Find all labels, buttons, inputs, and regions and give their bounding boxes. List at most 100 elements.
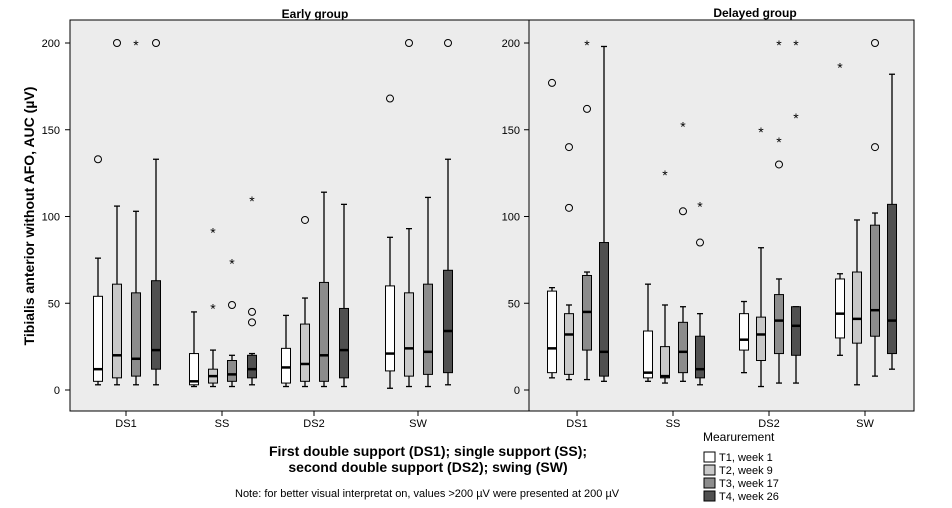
- legend-swatch: [703, 490, 716, 502]
- footnote: Note: for better visual interpretat on, …: [235, 488, 620, 500]
- box: [660, 346, 670, 379]
- box: [339, 307, 349, 379]
- box: [791, 306, 801, 356]
- extreme-point: *: [210, 301, 216, 317]
- legend-title: Mearurement: [703, 430, 775, 444]
- y-axis-label: Tibialis anterior without AFO, AUC (µV): [21, 87, 37, 346]
- extreme-point: *: [793, 37, 799, 53]
- box: [385, 285, 395, 372]
- box: [131, 292, 141, 377]
- outlier-point: [565, 203, 573, 212]
- box: [835, 278, 845, 339]
- y-tick-label: 50: [48, 298, 60, 310]
- box: [774, 294, 784, 355]
- panel-title-early: Early group: [282, 7, 349, 21]
- outlier-point: [775, 160, 783, 169]
- extreme-point: *: [776, 37, 782, 53]
- x-tick-label: DS1: [115, 418, 136, 430]
- outlier-point: [565, 143, 573, 152]
- box: [423, 283, 433, 375]
- y-tick-label: 0: [514, 385, 520, 397]
- plot-area: [69, 19, 562, 412]
- extreme-point: *: [662, 167, 668, 183]
- y-tick-label: 0: [54, 385, 60, 397]
- outlier-point: [301, 215, 309, 224]
- y-tick-label: 200: [42, 38, 60, 50]
- box: [319, 281, 329, 382]
- outlier-point: [248, 318, 256, 327]
- box: [112, 283, 122, 379]
- y-tick-label: 100: [502, 212, 520, 224]
- y-tick-label: 150: [42, 125, 60, 137]
- extreme-point: *: [680, 119, 686, 135]
- legend-label: T3, week 17: [719, 478, 779, 490]
- extreme-point: *: [229, 256, 235, 272]
- outlier-point: [871, 39, 879, 47]
- y-tick-label: 50: [508, 298, 520, 310]
- legend-swatch: [703, 477, 716, 489]
- extreme-point: *: [133, 37, 139, 53]
- box: [852, 271, 862, 344]
- x-axis-label-line1: First double support (DS1); single suppo…: [269, 443, 587, 459]
- outlier-point: [548, 78, 556, 87]
- box: [599, 242, 609, 377]
- x-axis-label-line2: second double support (DS2); swing (SW): [288, 459, 567, 475]
- box: [756, 316, 766, 362]
- legend-label: T2, week 9: [719, 465, 773, 477]
- panel-title-delayed: Delayed group: [713, 6, 796, 20]
- x-tick-label: SS: [666, 418, 681, 430]
- outlier-point: [94, 155, 102, 164]
- box: [247, 354, 257, 379]
- box: [300, 323, 310, 382]
- x-tick-label: DS1: [566, 418, 587, 430]
- extreme-point: *: [210, 224, 216, 240]
- box: [189, 353, 199, 386]
- box: [739, 313, 749, 351]
- outlier-point: [871, 143, 879, 152]
- box: [695, 335, 705, 379]
- outlier-point: [113, 39, 121, 47]
- box: [643, 330, 653, 379]
- x-tick-label: DS2: [303, 418, 324, 430]
- box: [564, 313, 574, 375]
- plot-area: [528, 19, 915, 412]
- box: [404, 292, 414, 377]
- box: [678, 321, 688, 374]
- legend-swatch: [703, 451, 716, 463]
- x-tick-label: SS: [215, 418, 230, 430]
- x-tick-label: DS2: [758, 418, 779, 430]
- outlier-point: [444, 39, 452, 47]
- extreme-point: *: [776, 134, 782, 150]
- x-tick-label: SW: [856, 418, 874, 430]
- extreme-point: *: [249, 193, 255, 209]
- outlier-point: [386, 94, 394, 103]
- outlier-point: [405, 39, 413, 47]
- panel-delayed: 0 50 100 150 200 DS1 SS DS2 SW * * * * * * * * * *: [502, 19, 915, 430]
- box: [281, 347, 291, 384]
- outlier-point: [679, 207, 687, 216]
- outlier-point: [696, 238, 704, 247]
- legend-label: T1, week 1: [719, 452, 773, 464]
- outlier-point: [583, 104, 591, 113]
- x-tick-label: SW: [409, 418, 427, 430]
- extreme-point: *: [697, 198, 703, 214]
- outlier-point: [152, 39, 160, 47]
- box: [93, 295, 103, 382]
- box: [151, 280, 161, 370]
- panel-early: 0 50 100 150 200 DS1 SS DS2 SW * * * * *: [42, 19, 562, 430]
- y-tick-label: 200: [502, 38, 520, 50]
- extreme-point: *: [837, 60, 843, 76]
- extreme-point: *: [793, 110, 799, 126]
- legend: Mearurement T1, week 1T2, week 9T3, week…: [703, 430, 779, 503]
- y-tick-label: 100: [42, 212, 60, 224]
- outlier-point: [228, 300, 236, 309]
- extreme-point: *: [758, 124, 764, 140]
- box: [443, 269, 453, 374]
- outlier-point: [248, 307, 256, 316]
- box: [870, 224, 880, 337]
- box: [547, 290, 557, 374]
- y-tick-label: 150: [502, 125, 520, 137]
- extreme-point: *: [584, 37, 590, 53]
- legend-label: T4, week 26: [719, 491, 779, 503]
